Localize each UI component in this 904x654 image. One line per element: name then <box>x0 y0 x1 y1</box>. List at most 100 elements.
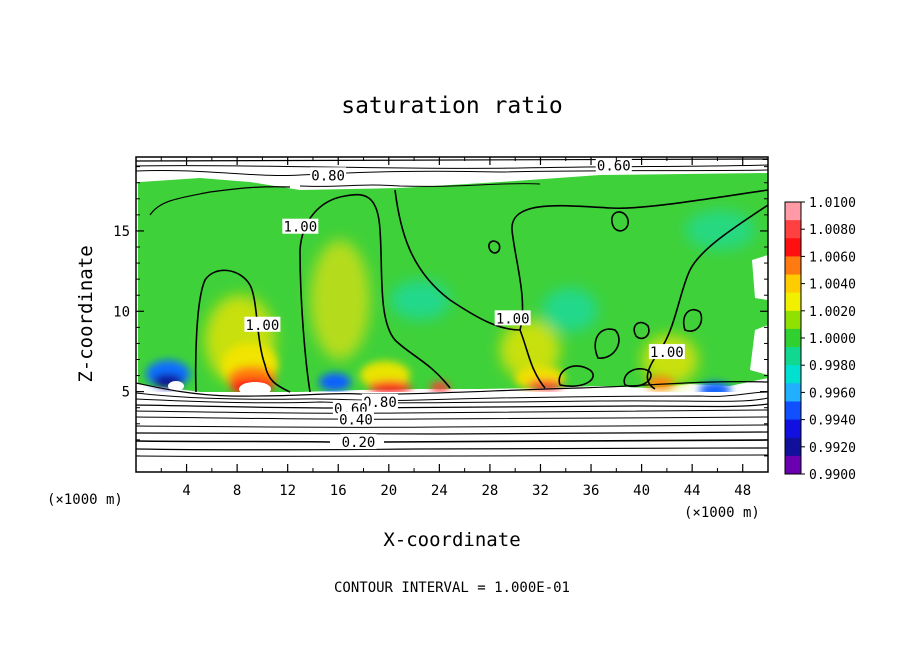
contour-top-5 <box>299 183 541 187</box>
contour-lower-5 <box>136 409 768 414</box>
contour-label: 1.00 <box>283 220 317 236</box>
contour-label-bg <box>337 411 374 427</box>
colorbar-label: 0.9960 <box>809 386 856 401</box>
contour-lower-10 <box>136 447 768 451</box>
colorbar-swatch <box>785 292 801 312</box>
contour-label-bg <box>361 393 398 409</box>
colorbar-label: 1.0080 <box>809 223 856 238</box>
x-axis: 4 8 12 16 20 24 28 32 36 40 44 48 <box>160 157 751 499</box>
colorbar-swatch <box>785 274 801 294</box>
colorbar: 1.0100 1.0080 1.0060 1.0040 1.0020 1.0000 0.99… <box>784 196 856 483</box>
contour-lower-2 <box>136 391 768 402</box>
contour-100-k <box>558 365 594 387</box>
x-tick-label: 16 <box>330 483 347 499</box>
colorbar-label: 0.9920 <box>809 441 856 456</box>
contour-interval-note: CONTOUR INTERVAL = 1.000E-01 <box>334 580 570 596</box>
colorbar-swatch <box>785 347 801 366</box>
blob-red-mid2 <box>430 382 450 392</box>
contour-lower-4 <box>136 403 768 409</box>
white-far-left <box>168 381 184 391</box>
x-tick-label: 24 <box>431 483 448 499</box>
contour-100-a <box>194 269 291 393</box>
colorbar-swatch <box>785 220 801 239</box>
colorbar-swatch <box>785 328 801 348</box>
x-tick-label: 48 <box>734 483 751 499</box>
y-tick-label: 5 <box>122 385 130 401</box>
colorbar-swatch <box>785 365 801 384</box>
blob-orange-right <box>646 376 674 390</box>
contour-label: 0.60 <box>597 159 631 175</box>
white-right-patch2 <box>750 325 768 375</box>
y-tick-label: 10 <box>113 304 130 320</box>
contour-top-1 <box>136 158 768 162</box>
contour-lower-7 <box>136 424 768 428</box>
x-axis-title: X-coordinate <box>383 529 520 551</box>
contour-label: 0.80 <box>311 168 345 184</box>
x-tick-label: 44 <box>684 483 701 499</box>
blob-warm-1 <box>310 240 370 360</box>
y-tick-label: 15 <box>113 224 130 240</box>
contour-top-2 <box>136 164 768 169</box>
contour-label-bg <box>494 310 531 326</box>
colorbar-swatch <box>785 202 801 221</box>
contour-top-3 <box>136 169 768 177</box>
contour-label-bg <box>282 218 319 234</box>
contour-label-layer: 0.600.801.001.00 1.001.000.800.600.400.20 <box>244 157 685 451</box>
colorbar-labels: 1.0100 1.0080 1.0060 1.0040 1.0020 1.0000 0.99… <box>801 196 856 483</box>
colorbar-label: 1.0000 <box>809 332 856 347</box>
colorbar-swatch <box>785 419 801 439</box>
plot-area: 0.600.801.001.00 1.001.000.800.600.400.20 <box>136 157 768 472</box>
contour-label: 0.40 <box>339 413 373 429</box>
plot-frame <box>135 156 769 473</box>
y-ticks <box>136 166 768 457</box>
contour-label: 1.00 <box>496 311 530 327</box>
colorbar-label: 1.0020 <box>809 305 856 320</box>
blob-blue-mid <box>319 373 351 391</box>
colorbar-label: 0.9980 <box>809 359 856 374</box>
contour-label: 1.00 <box>246 318 280 334</box>
contour-lower-9 <box>136 439 768 443</box>
contour-100-g <box>611 211 629 232</box>
blob-red-right <box>527 380 563 390</box>
y-axis: 5 10 15 <box>113 166 768 457</box>
white-right-patch <box>752 255 768 300</box>
contour-label-bg <box>244 316 281 332</box>
colorbar-swatch <box>785 455 801 475</box>
colorbar-label: 0.9940 <box>809 414 856 429</box>
contour-label-bg <box>340 434 377 450</box>
contour-label-bg <box>648 344 685 360</box>
x-tick-label: 4 <box>182 483 190 499</box>
contour-100-d <box>519 329 546 389</box>
contour-label-bg <box>595 157 632 173</box>
contour-label: 0.80 <box>363 395 397 411</box>
contour-lower-8 <box>136 431 768 435</box>
colorbar-label: 0.9900 <box>809 468 856 483</box>
contour-100-j <box>633 321 650 340</box>
blob-cyan-1 <box>542 288 598 332</box>
x-tick-label: 32 <box>532 483 549 499</box>
contour-100-i <box>488 240 501 254</box>
colorbar-swatch <box>785 437 801 457</box>
blob-red-mid <box>368 381 412 393</box>
y-tick-labels: 5 10 15 <box>113 224 130 401</box>
blob-warm-3 <box>500 320 560 380</box>
contour-lower-6 <box>136 416 768 420</box>
x-units-left: (×1000 m) <box>47 492 123 508</box>
colorbar-swatch <box>785 256 801 276</box>
contour-lower-11 <box>136 454 768 458</box>
colorbar-swatches <box>785 202 801 475</box>
white-lower-band <box>136 392 768 472</box>
x-tick-labels: 4 8 12 16 20 24 28 32 36 40 44 48 <box>182 483 751 499</box>
contour-100-f <box>594 328 620 359</box>
blob-cyan-3 <box>685 210 755 250</box>
colorbar-label: 1.0100 <box>809 196 856 211</box>
x-ticks <box>160 157 744 472</box>
colorbar-swatch <box>785 383 801 402</box>
x-tick-label: 36 <box>583 483 600 499</box>
contour-100-h <box>682 308 703 332</box>
colorbar-swatch <box>785 310 801 330</box>
x-tick-label: 20 <box>380 483 397 499</box>
contour-lower-3 <box>136 397 768 404</box>
colorbar-label: 1.0060 <box>809 250 856 265</box>
